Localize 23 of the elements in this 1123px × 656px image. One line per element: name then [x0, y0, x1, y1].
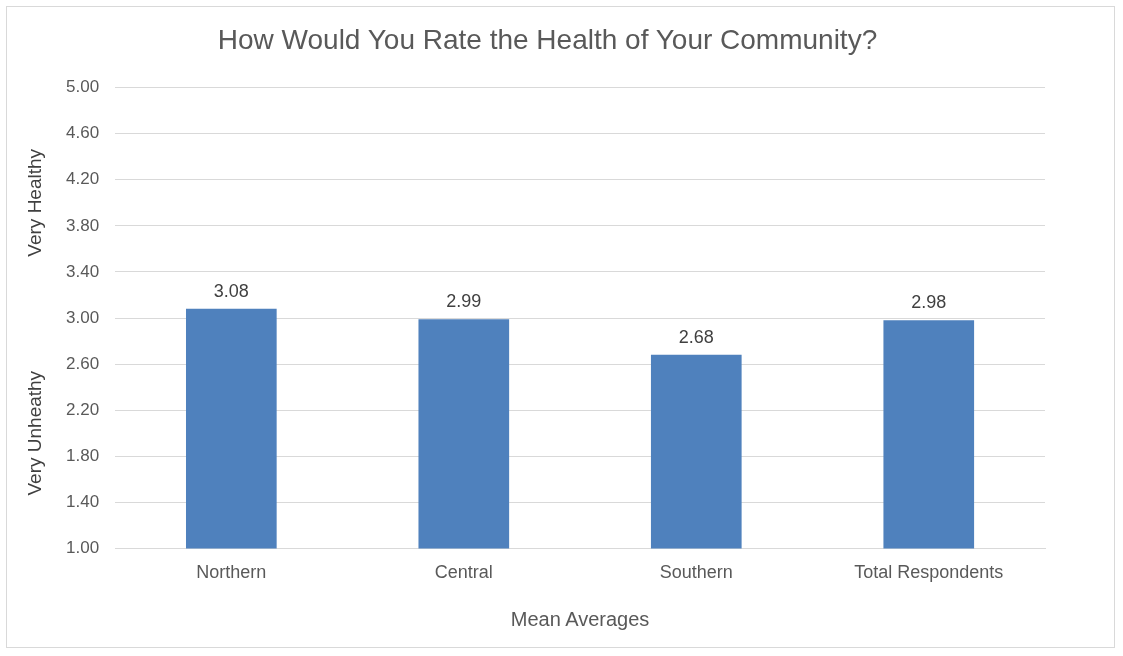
y-tick-label: 3.00	[65, 307, 100, 327]
y-tick-label: 4.60	[65, 123, 100, 143]
x-tick-label: Total Respondents	[854, 562, 1004, 583]
data-label: 2.98	[911, 292, 947, 313]
y-tick-label: 4.20	[65, 169, 100, 189]
x-tick-label: Central	[434, 562, 493, 583]
y-tick-label: 5.00	[65, 77, 100, 97]
x-tick-label: Northern	[196, 562, 267, 583]
y-tick-label: 1.00	[65, 538, 100, 558]
text: Very Healthy	[24, 148, 46, 257]
text: Very Unheathy	[24, 370, 46, 496]
x-axis-title: Mean Averages	[510, 607, 650, 630]
y-tick-label: 3.40	[65, 261, 100, 281]
y-tick-label: 1.80	[65, 445, 100, 465]
x-tick-label: Southern	[659, 562, 733, 583]
y-tick-label: 3.80	[65, 215, 100, 235]
data-label: 3.08	[213, 280, 249, 301]
y-tick-label: 2.20	[65, 399, 100, 419]
y-tick-label: 2.60	[65, 353, 100, 373]
data-label: 2.99	[446, 291, 482, 312]
chart-title: How Would You Rate the Health of Your Community?	[217, 23, 878, 55]
y-tick-label: 1.40	[65, 492, 100, 512]
data-label: 2.68	[678, 326, 714, 347]
